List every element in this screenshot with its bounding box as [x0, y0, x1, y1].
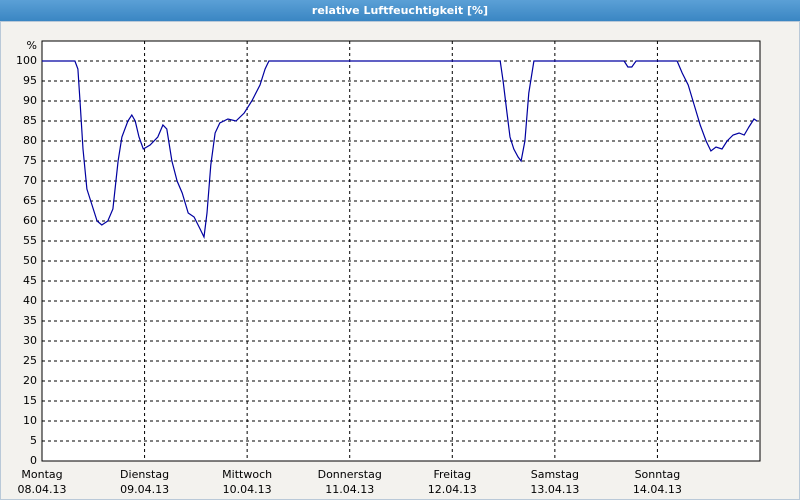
- y-tick-label: 90: [23, 94, 37, 107]
- chart-title: relative Luftfeuchtigkeit [%]: [312, 4, 488, 17]
- y-tick-label: 20: [23, 374, 37, 387]
- y-tick-label: 70: [23, 174, 37, 187]
- x-tick-label: Freitag: [433, 468, 471, 481]
- y-tick-label: 75: [23, 154, 37, 167]
- x-tick-label: 10.04.13: [223, 483, 272, 496]
- y-tick-label: 35: [23, 314, 37, 327]
- x-tick-label: 08.04.13: [18, 483, 67, 496]
- y-tick-label: 10: [23, 414, 37, 427]
- x-tick-label: 13.04.13: [530, 483, 579, 496]
- y-tick-label: 30: [23, 334, 37, 347]
- y-tick-label: 65: [23, 194, 37, 207]
- x-tick-label: 11.04.13: [325, 483, 374, 496]
- y-tick-label: 60: [23, 214, 37, 227]
- y-tick-label: 45: [23, 274, 37, 287]
- y-tick-label: 15: [23, 394, 37, 407]
- plot-frame: [41, 40, 761, 462]
- x-tick-label: Mittwoch: [222, 468, 272, 481]
- title-bar: [0, 0, 800, 21]
- x-tick-label: 12.04.13: [428, 483, 477, 496]
- plot-area: [42, 41, 760, 461]
- x-tick-label: 14.04.13: [633, 483, 682, 496]
- x-tick-label: Dienstag: [120, 468, 169, 481]
- y-tick-label: 25: [23, 354, 37, 367]
- y-tick-label: 80: [23, 134, 37, 147]
- x-tick-label: Samstag: [531, 468, 579, 481]
- y-tick-label: 85: [23, 114, 37, 127]
- y-tick-label: 55: [23, 234, 37, 247]
- x-tick-label: Donnerstag: [318, 468, 382, 481]
- x-tick-label: Montag: [21, 468, 62, 481]
- line-series: [42, 60, 758, 240]
- y-tick-label: 0: [30, 454, 37, 467]
- y-tick-label: 40: [23, 294, 37, 307]
- y-tick-label: 5: [30, 434, 37, 447]
- y-unit: %: [27, 39, 37, 52]
- y-tick-label: 95: [23, 74, 37, 87]
- y-tick-label: 50: [23, 254, 37, 267]
- x-tick-label: 09.04.13: [120, 483, 169, 496]
- y-tick-label: 100: [16, 54, 37, 67]
- x-tick-label: Sonntag: [635, 468, 681, 481]
